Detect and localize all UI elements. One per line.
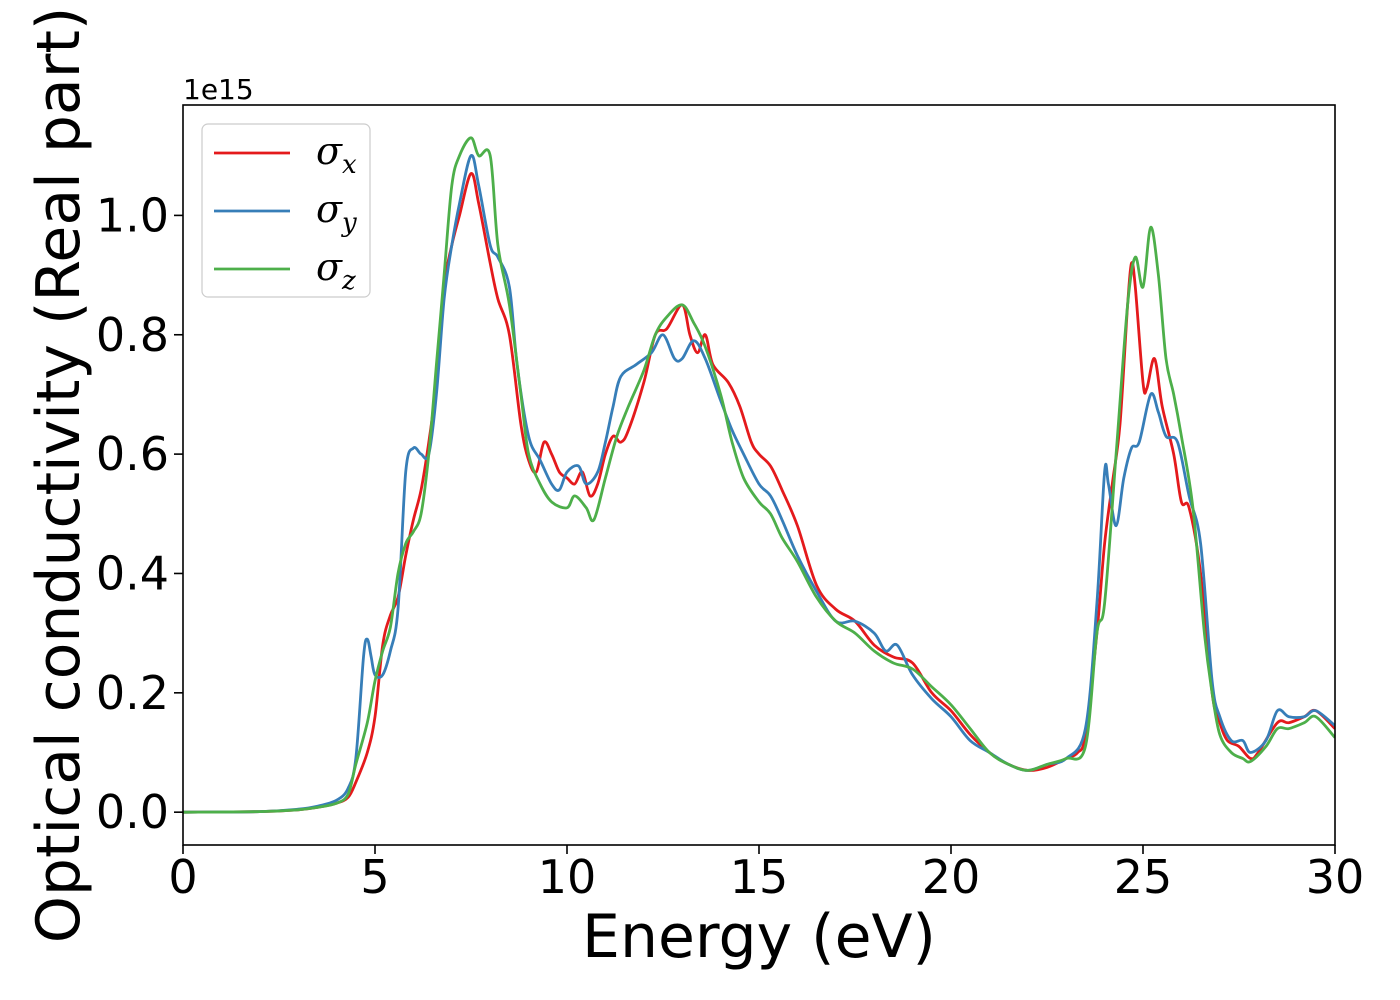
series-line-y — [183, 154, 1335, 814]
x-tick-label: 20 — [922, 850, 981, 904]
x-tick-label: 30 — [1306, 850, 1365, 904]
y-tick-label: 0.2 — [96, 666, 169, 720]
y-axis: 0.0 0.2 0.4 0.6 0.8 1.0 — [96, 188, 183, 839]
x-tick-label: 10 — [538, 850, 597, 904]
y-tick-label: 0.0 — [96, 785, 169, 839]
y-tick-label: 1.0 — [96, 188, 169, 242]
x-axis: 0 5 10 15 20 25 30 — [168, 845, 1364, 904]
y-tick-label: 0.6 — [96, 427, 169, 481]
y-axis-title: Optical conductivity (Real part) — [24, 7, 94, 944]
y-tick-label: 0.8 — [96, 308, 169, 362]
x-axis-title: Energy (eV) — [582, 902, 936, 972]
series-line-z — [183, 136, 1335, 814]
x-tick-label: 5 — [360, 850, 389, 904]
y-offset-label: 1e15 — [183, 73, 254, 106]
series-lines — [183, 136, 1335, 814]
x-tick-label: 25 — [1114, 850, 1173, 904]
x-tick-label: 15 — [730, 850, 789, 904]
x-tick-label: 0 — [168, 850, 197, 904]
y-tick-label: 0.4 — [96, 546, 169, 600]
